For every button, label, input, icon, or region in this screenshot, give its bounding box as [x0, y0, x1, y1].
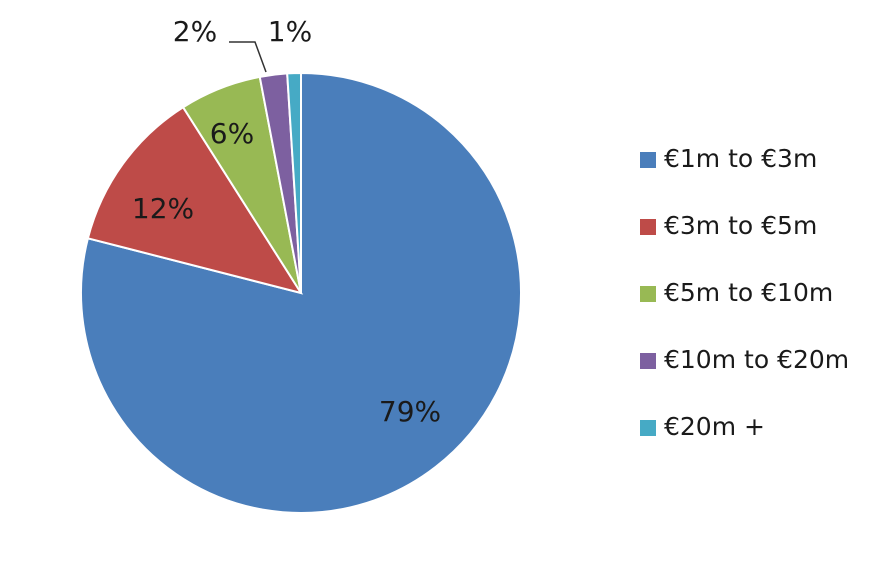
data-label: 1% — [268, 15, 312, 48]
data-label: 2% — [173, 15, 217, 48]
data-label: 6% — [210, 117, 254, 150]
data-label: 12% — [132, 192, 194, 225]
legend-swatch — [640, 286, 656, 302]
legend-label: €3m to €5m — [664, 211, 817, 240]
leader-line — [229, 41, 267, 73]
data-label: 79% — [379, 395, 441, 428]
legend-swatch — [640, 219, 656, 235]
legend-label: €20m + — [664, 412, 765, 441]
legend-swatch — [640, 353, 656, 369]
pie-slice — [286, 71, 302, 294]
pie-slice — [86, 105, 304, 295]
legend-label: €1m to €3m — [664, 144, 817, 173]
legend-label: €5m to €10m — [664, 278, 833, 307]
legend-swatch — [640, 420, 656, 436]
legend-swatch — [640, 152, 656, 168]
legend-label: €10m to €20m — [664, 345, 849, 374]
